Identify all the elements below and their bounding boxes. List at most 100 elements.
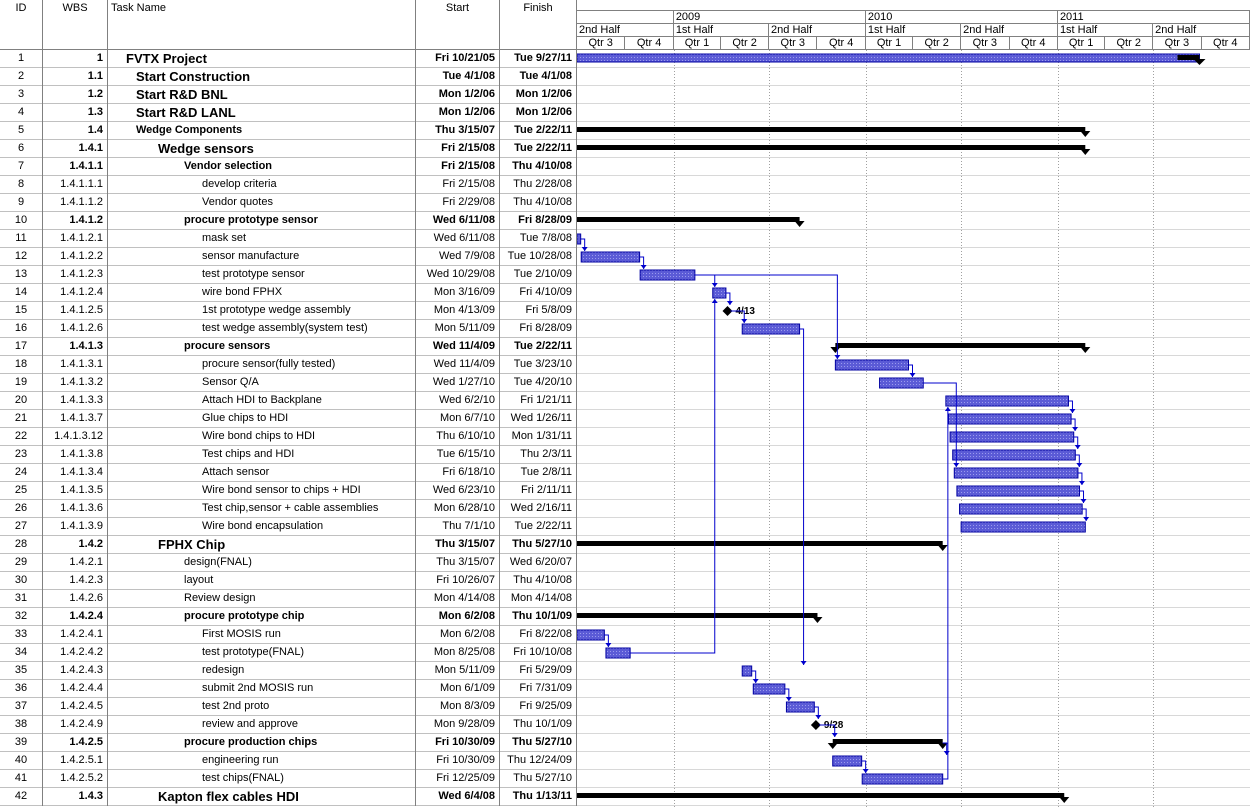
task-row[interactable]: 27 1.4.1.3.9 Wire bond encapsulation Thu 7/…	[0, 518, 577, 536]
timescale-quarter: Qtr 3	[1153, 37, 1202, 49]
summary-end-cap	[1080, 347, 1091, 353]
task-finish: Wed 1/26/11	[500, 410, 577, 428]
task-row[interactable]: 24 1.4.1.3.4 Attach sensor Fri 6/18/10 Tue 2…	[0, 464, 577, 482]
task-wbs: 1.4.1.3.7	[43, 410, 108, 428]
task-wbs: 1.4.2.5.2	[43, 770, 108, 788]
task-start: Mon 9/28/09	[416, 716, 500, 734]
task-row[interactable]: 38 1.4.2.4.9 review and approve Mon 9/28/09…	[0, 716, 577, 734]
task-start: Mon 6/1/09	[416, 680, 500, 698]
task-row[interactable]: 33 1.4.2.4.1 First MOSIS run Mon 6/2/08 Fri …	[0, 626, 577, 644]
task-finish: Fri 8/22/08	[500, 626, 577, 644]
task-wbs: 1.4.1.2.1	[43, 230, 108, 248]
task-row[interactable]: 1 1 FVTX Project Fri 10/21/05 Tue 9/27/11	[0, 50, 577, 68]
task-row[interactable]: 7 1.4.1.1 Vendor selection Fri 2/15/08 Thu 4…	[0, 158, 577, 176]
task-row[interactable]: 3 1.2 Start R&D BNL Mon 1/2/06 Mon 1/2/06	[0, 86, 577, 104]
task-row[interactable]: 8 1.4.1.1.1 develop criteria Fri 2/15/08 Thu…	[0, 176, 577, 194]
task-row[interactable]: 9 1.4.1.1.2 Vendor quotes Fri 2/29/08 Thu 4/…	[0, 194, 577, 212]
task-wbs: 1.4.1.3.9	[43, 518, 108, 536]
timescale-year	[577, 10, 674, 24]
timescale-half: 2nd Half	[577, 24, 674, 36]
task-row[interactable]: 34 1.4.2.4.2 test prototype(FNAL) Mon 8/25/…	[0, 644, 577, 662]
column-header-wbs[interactable]: WBS	[43, 0, 108, 50]
task-row[interactable]: 35 1.4.2.4.3 redesign Mon 5/11/09 Fri 5/29/0…	[0, 662, 577, 680]
task-wbs: 1.4.1	[43, 140, 108, 158]
task-row[interactable]: 16 1.4.1.2.6 test wedge assembly(system te…	[0, 320, 577, 338]
task-bar	[741, 323, 801, 335]
task-bar	[785, 701, 815, 713]
task-row[interactable]: 18 1.4.1.3.1 procure sensor(fully tested) W…	[0, 356, 577, 374]
task-row[interactable]: 30 1.4.2.3 layout Fri 10/26/07 Thu 4/10/08	[0, 572, 577, 590]
task-finish: Fri 9/25/09	[500, 698, 577, 716]
task-row[interactable]: 37 1.4.2.4.5 test 2nd proto Mon 8/3/09 Fri 9…	[0, 698, 577, 716]
task-row[interactable]: 28 1.4.2 FPHX Chip Thu 3/15/07 Thu 5/27/10	[0, 536, 577, 554]
dependency-arrow	[815, 715, 822, 719]
task-finish: Thu 5/27/10	[500, 770, 577, 788]
column-header-start[interactable]: Start	[416, 0, 500, 50]
task-row[interactable]: 29 1.4.2.1 design(FNAL) Thu 3/15/07 Wed 6/20…	[0, 554, 577, 572]
task-row[interactable]: 25 1.4.1.3.5 Wire bond sensor to chips + H…	[0, 482, 577, 500]
task-row[interactable]: 2 1.1 Start Construction Tue 4/1/08 Tue 4/1/…	[0, 68, 577, 86]
task-id: 27	[0, 518, 43, 536]
timescale-quarter: Qtr 4	[817, 37, 866, 49]
gantt-chart[interactable]: 2009 2010 2011 2nd Half 1st Half 2nd Half 1st…	[577, 0, 1250, 807]
task-row[interactable]: 23 1.4.1.3.8 Test chips and HDI Tue 6/15/10…	[0, 446, 577, 464]
task-name: redesign	[108, 662, 416, 680]
timescale-quarter: Qtr 2	[913, 37, 962, 49]
task-finish: Thu 5/27/10	[500, 536, 577, 554]
task-row[interactable]: 21 1.4.1.3.7 Glue chips to HDI Mon 6/7/10 We…	[0, 410, 577, 428]
task-row[interactable]: 14 1.4.1.2.4 wire bond FPHX Mon 3/16/09 Fri …	[0, 284, 577, 302]
task-id: 28	[0, 536, 43, 554]
task-row[interactable]: 32 1.4.2.4 procure prototype chip Mon 6/2/0…	[0, 608, 577, 626]
task-finish: Mon 4/14/08	[500, 590, 577, 608]
task-row[interactable]: 40 1.4.2.5.1 engineering run Fri 10/30/09 Th…	[0, 752, 577, 770]
task-row[interactable]: 20 1.4.1.3.3 Attach HDI to Backplane Wed 6/…	[0, 392, 577, 410]
task-row[interactable]: 5 1.4 Wedge Components Thu 3/15/07 Tue 2/22/…	[0, 122, 577, 140]
task-name: develop criteria	[108, 176, 416, 194]
column-header-finish[interactable]: Finish	[500, 0, 577, 50]
task-id: 25	[0, 482, 43, 500]
task-row[interactable]: 12 1.4.1.2.2 sensor manufacture Wed 7/9/08 T…	[0, 248, 577, 266]
dependency-arrow	[909, 373, 916, 377]
task-row[interactable]: 31 1.4.2.6 Review design Mon 4/14/08 Mon 4/1…	[0, 590, 577, 608]
task-row[interactable]: 4 1.3 Start R&D LANL Mon 1/2/06 Mon 1/2/06	[0, 104, 577, 122]
task-row[interactable]: 42 1.4.3 Kapton flex cables HDI Wed 6/4/08 T…	[0, 788, 577, 806]
milestone-diamond	[810, 720, 821, 730]
task-id: 8	[0, 176, 43, 194]
column-header-id[interactable]: ID	[0, 0, 43, 50]
task-row[interactable]: 10 1.4.1.2 procure prototype sensor Wed 6/1…	[0, 212, 577, 230]
task-row[interactable]: 41 1.4.2.5.2 test chips(FNAL) Fri 12/25/09 T…	[0, 770, 577, 788]
task-name: First MOSIS run	[108, 626, 416, 644]
summary-end-cap	[937, 743, 948, 749]
task-row[interactable]: 13 1.4.1.2.3 test prototype sensor Wed 10/2…	[0, 266, 577, 284]
task-name: test 2nd proto	[108, 698, 416, 716]
task-wbs: 1.4.3	[43, 788, 108, 806]
dependency-arrow	[1078, 481, 1085, 485]
summary-bar	[577, 127, 1086, 132]
task-start: Wed 10/29/08	[416, 266, 500, 284]
task-finish: Tue 2/8/11	[500, 464, 577, 482]
task-row[interactable]: 39 1.4.2.5 procure production chips Fri 10/…	[0, 734, 577, 752]
task-name: mask set	[108, 230, 416, 248]
task-row[interactable]: 6 1.4.1 Wedge sensors Fri 2/15/08 Tue 2/22/1…	[0, 140, 577, 158]
task-bar	[861, 773, 944, 785]
task-row[interactable]: 26 1.4.1.3.6 Test chip,sensor + cable asse…	[0, 500, 577, 518]
task-row[interactable]: 22 1.4.1.3.12 Wire bond chips to HDI Thu 6/…	[0, 428, 577, 446]
summary-bar	[577, 793, 1065, 798]
task-name: Wedge Components	[108, 122, 416, 140]
task-row[interactable]: 11 1.4.1.2.1 mask set Wed 6/11/08 Tue 7/8/08	[0, 230, 577, 248]
task-row[interactable]: 15 1.4.1.2.5 1st prototype wedge assembly M…	[0, 302, 577, 320]
dependency-arrow	[1076, 463, 1083, 467]
task-name: submit 2nd MOSIS run	[108, 680, 416, 698]
task-row[interactable]: 17 1.4.1.3 procure sensors Wed 11/4/09 Tue 2…	[0, 338, 577, 356]
task-name: Wire bond encapsulation	[108, 518, 416, 536]
task-finish: Tue 10/28/08	[500, 248, 577, 266]
task-name: engineering run	[108, 752, 416, 770]
task-row[interactable]: 19 1.4.1.3.2 Sensor Q/A Wed 1/27/10 Tue 4/20…	[0, 374, 577, 392]
task-start: Wed 11/4/09	[416, 338, 500, 356]
column-header-task-name[interactable]: Task Name	[108, 0, 416, 50]
dependency-link	[799, 328, 805, 665]
summary-end-cap	[812, 617, 823, 623]
task-row[interactable]: 36 1.4.2.4.4 submit 2nd MOSIS run Mon 6/1/0…	[0, 680, 577, 698]
task-name: Kapton flex cables HDI	[108, 788, 416, 806]
timescale-quarter: Qtr 4	[625, 37, 674, 49]
